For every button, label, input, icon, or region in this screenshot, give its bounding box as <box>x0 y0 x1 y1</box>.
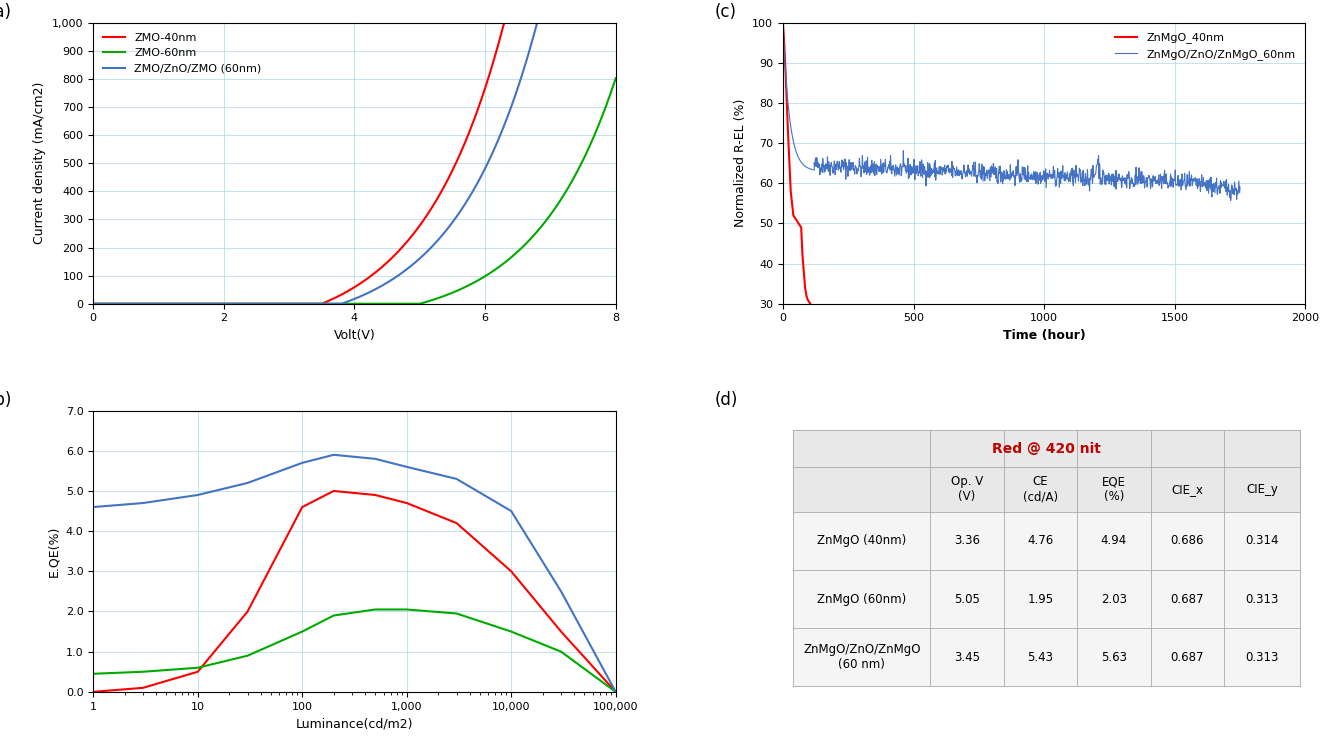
Text: 5.05: 5.05 <box>954 593 980 605</box>
Text: 0.313: 0.313 <box>1245 650 1279 664</box>
Line: ZMO/ZnO/ZMO (60nm): ZMO/ZnO/ZMO (60nm) <box>93 23 615 304</box>
ZMO-60nm <box>595 109 611 118</box>
Text: ZnMgO (40nm): ZnMgO (40nm) <box>817 535 906 547</box>
Text: 0.687: 0.687 <box>1171 593 1204 605</box>
ZMO-40nm <box>368 268 384 277</box>
ZnMgO_40nm <box>795 267 811 276</box>
Bar <box>794 430 1300 467</box>
Bar <box>794 512 1300 570</box>
Line: ZnMgO/ZnO/ZnMgO_60nm: ZnMgO/ZnO/ZnMgO_60nm <box>783 23 1240 200</box>
Legend: ZnMgO_40nm, ZnMgO/ZnO/ZnMgO_60nm: ZnMgO_40nm, ZnMgO/ZnO/ZnMgO_60nm <box>1111 28 1300 65</box>
Legend: ZMO-40nm, ZMO-60nm, ZMO/ZnO/ZMO (60nm): ZMO-40nm, ZMO-60nm, ZMO/ZnO/ZMO (60nm) <box>99 28 266 78</box>
Text: 0.314: 0.314 <box>1245 535 1279 547</box>
ZMO-60nm <box>333 299 349 308</box>
ZMO-40nm <box>396 241 412 250</box>
Text: CIE_x: CIE_x <box>1171 483 1203 496</box>
ZMO/ZnO/ZMO (60nm) <box>337 298 353 307</box>
ZnMgO/ZnO/ZnMgO_60nm <box>894 171 910 180</box>
Text: CIE_y: CIE_y <box>1247 483 1279 496</box>
X-axis label: Time (hour): Time (hour) <box>1003 329 1086 342</box>
Text: Red @ 420 nit: Red @ 420 nit <box>992 441 1102 456</box>
ZMO-40nm <box>85 299 101 308</box>
Bar <box>794 467 1300 512</box>
Text: (b): (b) <box>0 391 12 409</box>
ZnMgO/ZnO/ZnMgO_60nm <box>990 174 1006 183</box>
ZMO/ZnO/ZMO (60nm) <box>529 18 545 27</box>
ZMO-40nm <box>514 18 530 27</box>
ZMO/ZnO/ZMO (60nm) <box>513 72 529 81</box>
ZMO/ZnO/ZMO (60nm) <box>607 18 623 27</box>
Text: Op. V
(V): Op. V (V) <box>951 475 983 503</box>
X-axis label: Luminance(cd/m2): Luminance(cd/m2) <box>296 717 413 730</box>
ZnMgO/ZnO/ZnMgO_60nm <box>807 158 823 167</box>
ZMO-60nm <box>368 299 384 308</box>
Text: 5.43: 5.43 <box>1027 650 1054 664</box>
ZMO/ZnO/ZMO (60nm) <box>396 267 412 276</box>
ZMO-60nm <box>607 74 623 83</box>
ZnMgO_40nm <box>794 251 810 260</box>
ZMO/ZnO/ZMO (60nm) <box>85 299 101 308</box>
ZnMgO/ZnO/ZnMgO_60nm <box>1223 196 1239 205</box>
ZnMgO/ZnO/ZnMgO_60nm <box>1232 183 1248 192</box>
ZnMgO_40nm <box>781 131 797 140</box>
Text: (d): (d) <box>715 391 738 409</box>
Y-axis label: Normalized R-EL (%): Normalized R-EL (%) <box>734 99 747 227</box>
ZnMgO_40nm <box>777 38 793 47</box>
ZMO-40nm <box>597 18 613 27</box>
Y-axis label: E.QE(%): E.QE(%) <box>47 526 60 577</box>
ZMO/ZnO/ZMO (60nm) <box>368 284 384 293</box>
Text: 0.687: 0.687 <box>1171 650 1204 664</box>
ZMO-40nm <box>497 18 513 27</box>
X-axis label: Volt(V): Volt(V) <box>333 329 376 342</box>
ZnMgO_40nm <box>783 186 799 196</box>
ZMO-60nm <box>85 299 101 308</box>
ZnMgO_40nm <box>778 66 794 75</box>
Text: 3.45: 3.45 <box>954 650 980 664</box>
Text: (c): (c) <box>715 3 737 21</box>
Line: ZMO-40nm: ZMO-40nm <box>93 23 615 304</box>
ZnMgO_40nm <box>798 291 814 300</box>
Text: 4.76: 4.76 <box>1027 535 1054 547</box>
ZnMgO/ZnO/ZnMgO_60nm <box>1000 174 1016 183</box>
Text: 5.63: 5.63 <box>1100 650 1127 664</box>
ZMO-60nm <box>513 244 529 253</box>
Text: EQE
(%): EQE (%) <box>1102 475 1126 503</box>
Line: ZMO-60nm: ZMO-60nm <box>93 78 615 304</box>
ZnMgO_40nm <box>797 284 813 293</box>
ZnMgO/ZnO/ZnMgO_60nm <box>801 163 817 172</box>
Text: (a): (a) <box>0 3 12 21</box>
ZnMgO_40nm <box>775 18 791 27</box>
Bar <box>794 628 1300 687</box>
Text: ZnMgO (60nm): ZnMgO (60nm) <box>817 593 906 605</box>
Text: 2.03: 2.03 <box>1100 593 1127 605</box>
ZnMgO_40nm <box>802 299 818 308</box>
Y-axis label: Current density (mA/cm2): Current density (mA/cm2) <box>33 82 47 244</box>
ZMO/ZnO/ZMO (60nm) <box>333 299 349 308</box>
Text: CE
(cd/A): CE (cd/A) <box>1023 475 1058 503</box>
ZnMgO/ZnO/ZnMgO_60nm <box>943 166 959 175</box>
Bar <box>794 570 1300 628</box>
ZnMgO/ZnO/ZnMgO_60nm <box>775 18 791 27</box>
ZnMgO_40nm <box>786 211 802 220</box>
ZnMgO_40nm <box>791 219 807 228</box>
ZMO-40nm <box>333 290 349 299</box>
ZnMgO_40nm <box>793 223 809 232</box>
Text: 4.94: 4.94 <box>1100 535 1127 547</box>
ZnMgO_40nm <box>789 215 805 224</box>
Line: ZnMgO_40nm: ZnMgO_40nm <box>783 23 810 304</box>
Text: ZnMgO/ZnO/ZnMgO
(60 nm): ZnMgO/ZnO/ZnMgO (60 nm) <box>803 643 920 671</box>
Text: 3.36: 3.36 <box>954 535 980 547</box>
ZMO/ZnO/ZMO (60nm) <box>597 18 613 27</box>
ZMO-60nm <box>396 299 412 308</box>
Text: 0.686: 0.686 <box>1171 535 1204 547</box>
ZMO-60nm <box>337 299 353 308</box>
ZnMgO_40nm <box>799 296 815 305</box>
ZMO-40nm <box>337 289 353 298</box>
Text: 1.95: 1.95 <box>1027 593 1054 605</box>
ZMO-40nm <box>607 18 623 27</box>
Text: 0.313: 0.313 <box>1245 593 1279 605</box>
ZnMgO_40nm <box>793 221 809 230</box>
ZnMgO_40nm <box>801 297 817 306</box>
